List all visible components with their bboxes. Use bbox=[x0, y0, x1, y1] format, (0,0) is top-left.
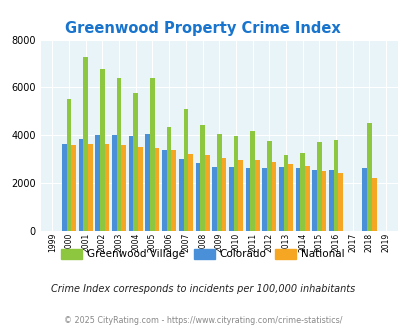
Bar bbox=[171, 150, 176, 231]
Bar bbox=[300, 153, 304, 231]
Text: Greenwood Property Crime Index: Greenwood Property Crime Index bbox=[65, 21, 340, 36]
Bar bbox=[254, 160, 259, 231]
Bar bbox=[121, 145, 126, 231]
Bar bbox=[62, 144, 66, 231]
Bar bbox=[262, 168, 266, 231]
Bar bbox=[278, 167, 283, 231]
Bar bbox=[328, 170, 333, 231]
Bar bbox=[183, 109, 188, 231]
Bar bbox=[117, 78, 121, 231]
Bar bbox=[145, 134, 150, 231]
Bar bbox=[366, 123, 371, 231]
Bar bbox=[200, 125, 205, 231]
Bar bbox=[188, 154, 192, 231]
Bar bbox=[311, 170, 316, 231]
Bar bbox=[66, 99, 71, 231]
Bar bbox=[304, 166, 309, 231]
Text: Crime Index corresponds to incidents per 100,000 inhabitants: Crime Index corresponds to incidents per… bbox=[51, 284, 354, 294]
Bar bbox=[245, 168, 249, 231]
Bar bbox=[371, 178, 375, 231]
Bar bbox=[338, 173, 342, 231]
Bar bbox=[233, 137, 238, 231]
Bar bbox=[228, 167, 233, 231]
Bar bbox=[178, 159, 183, 231]
Bar bbox=[162, 150, 166, 231]
Bar bbox=[112, 135, 117, 231]
Bar bbox=[88, 145, 92, 231]
Bar bbox=[266, 141, 271, 231]
Bar bbox=[221, 158, 226, 231]
Bar bbox=[271, 162, 276, 231]
Bar bbox=[104, 144, 109, 231]
Bar bbox=[79, 139, 83, 231]
Bar bbox=[83, 57, 88, 231]
Bar bbox=[95, 135, 100, 231]
Bar bbox=[288, 164, 292, 231]
Bar bbox=[71, 145, 76, 231]
Bar bbox=[216, 134, 221, 231]
Bar bbox=[195, 163, 200, 231]
Bar bbox=[166, 127, 171, 231]
Bar bbox=[128, 137, 133, 231]
Bar bbox=[100, 69, 104, 231]
Legend: Greenwood Village, Colorado, National: Greenwood Village, Colorado, National bbox=[57, 245, 348, 263]
Bar bbox=[283, 155, 288, 231]
Text: © 2025 CityRating.com - https://www.cityrating.com/crime-statistics/: © 2025 CityRating.com - https://www.city… bbox=[64, 316, 341, 325]
Bar bbox=[295, 168, 300, 231]
Bar bbox=[362, 168, 366, 231]
Bar bbox=[316, 143, 321, 231]
Bar bbox=[138, 147, 143, 231]
Bar bbox=[133, 93, 138, 231]
Bar bbox=[154, 148, 159, 231]
Bar bbox=[238, 160, 242, 231]
Bar bbox=[333, 140, 338, 231]
Bar bbox=[249, 130, 254, 231]
Bar bbox=[205, 155, 209, 231]
Bar bbox=[321, 171, 326, 231]
Bar bbox=[150, 78, 154, 231]
Bar bbox=[212, 167, 216, 231]
